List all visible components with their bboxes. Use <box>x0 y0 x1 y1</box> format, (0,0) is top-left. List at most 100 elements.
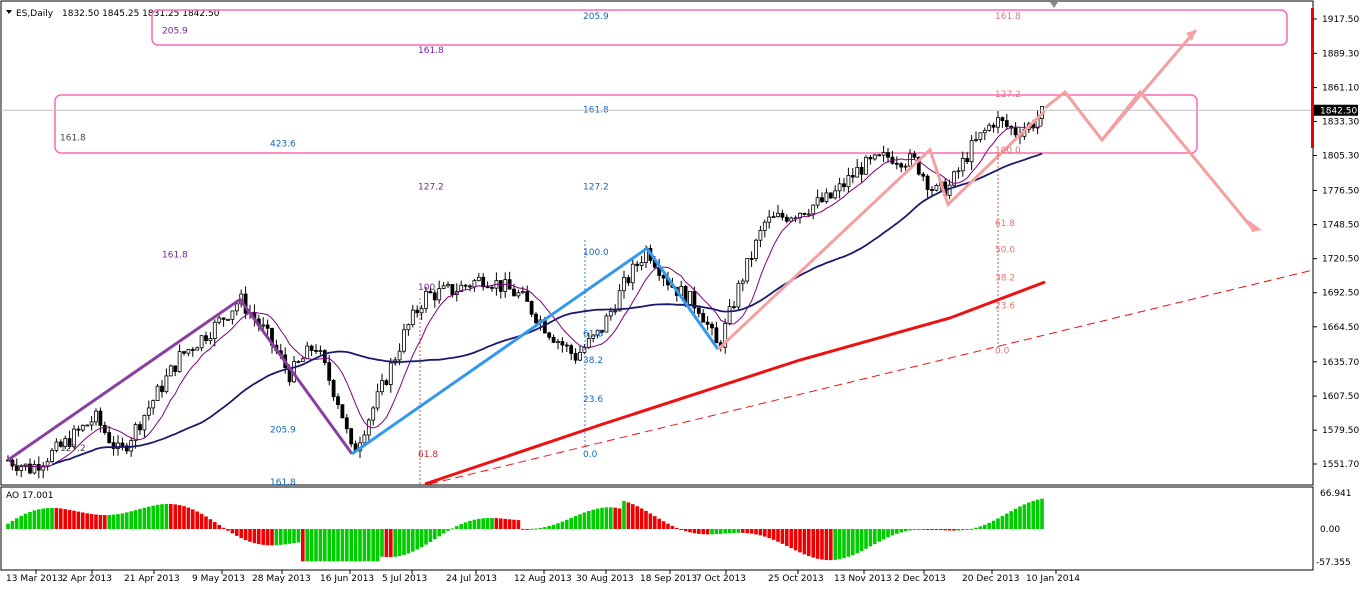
ao-bar-down <box>829 529 833 561</box>
ao-bar-up <box>859 529 864 552</box>
fibo-label: 38.2 <box>995 274 1015 284</box>
ao-bar-down <box>503 518 507 529</box>
ao-bar-up <box>19 515 23 529</box>
ao-bar-up <box>402 529 406 555</box>
ao-bar-up <box>336 529 340 562</box>
candle-bear <box>14 465 19 471</box>
ao-bar-up <box>565 519 569 529</box>
candle-bull <box>186 349 191 354</box>
ao-bar-up <box>1031 500 1035 529</box>
candle-bear <box>635 263 640 266</box>
chart-ohlc: 1832.50 1845.25 1831.25 1842.50 <box>62 9 220 19</box>
candle-bull <box>864 156 868 175</box>
candle-bull <box>217 317 222 323</box>
ao-bar-down <box>802 529 807 555</box>
moving-averages <box>7 125 1043 468</box>
ao-bar-down <box>257 529 261 545</box>
candle-bear <box>124 445 129 452</box>
candle-bull <box>300 358 305 362</box>
ao-bar-up <box>23 513 28 529</box>
ao-bar-down <box>186 507 191 529</box>
ao-bar-up <box>534 528 538 530</box>
ao-bar-up <box>578 514 582 529</box>
ao-label: AO 17.001 <box>6 491 53 501</box>
ao-histogram <box>6 498 1044 562</box>
candle-bull <box>982 130 987 134</box>
ao-bar-up <box>1013 508 1018 529</box>
ao-bar-up <box>274 529 279 546</box>
candle-bear <box>529 301 534 315</box>
price-tick-label: 1692.50 <box>1322 289 1359 299</box>
candle-bull <box>212 321 217 339</box>
ao-bar-up <box>604 507 609 529</box>
candle-bull <box>872 154 877 160</box>
candle-bull <box>815 197 820 206</box>
candle-bull <box>437 288 442 301</box>
ao-bar-down <box>103 515 107 529</box>
time-tick-label: 21 Apr 2013 <box>124 574 180 584</box>
ao-bar-down <box>261 529 265 545</box>
candle-bull <box>503 279 508 292</box>
ao-bar-down <box>67 509 72 529</box>
ao-bar-up <box>133 510 138 529</box>
candle-bull <box>987 124 992 131</box>
candle-bear <box>1000 117 1005 122</box>
candle-bear <box>842 183 846 188</box>
shift-marker-icon[interactable] <box>1050 2 1058 8</box>
ao-bar-up <box>419 529 424 548</box>
time-tick-label: 20 Dec 2013 <box>962 574 1020 584</box>
candle-bear <box>349 428 354 445</box>
ao-bar-up <box>415 529 419 550</box>
ao-bar-down <box>824 529 829 561</box>
ao-bar-up <box>353 529 358 562</box>
candle-bear <box>28 463 32 474</box>
candle-bull <box>613 310 618 313</box>
ao-bar-down <box>512 519 516 529</box>
ao-bar-down <box>173 504 177 529</box>
candle-bear <box>111 442 116 449</box>
candle-bull <box>855 166 860 178</box>
ao-bar-up <box>969 528 974 530</box>
ao-bar-down <box>617 508 622 529</box>
ao-bar-up <box>309 529 314 562</box>
candle-bear <box>820 197 824 203</box>
ao-bar-down <box>657 518 661 529</box>
ao-bar-down <box>749 529 754 534</box>
ao-bar-up <box>917 529 921 530</box>
ao-bar-up <box>477 518 481 529</box>
price-tick-label: 1635.70 <box>1322 358 1359 368</box>
ma-slow-line <box>51 152 1043 466</box>
ao-bar-down <box>925 529 930 530</box>
ao-bar-up <box>908 529 912 531</box>
ao-bar-up <box>424 529 428 545</box>
ao-bar-up <box>587 510 591 529</box>
candle-bear <box>916 156 921 175</box>
ao-bar-down <box>692 529 697 534</box>
ao-bar-up <box>41 508 45 529</box>
ao-bar-down <box>230 529 235 534</box>
ao-bar-down <box>243 529 248 541</box>
main-pane[interactable] <box>0 0 1314 486</box>
candle-bull <box>837 183 842 192</box>
chart-menu-icon[interactable] <box>6 10 12 14</box>
ao-bar-up <box>547 526 551 529</box>
ao-bar-up <box>147 506 151 529</box>
candle-bull <box>234 303 239 312</box>
ao-bar-up <box>459 524 463 529</box>
ao-bar-up <box>886 529 890 538</box>
ao-bar-down <box>767 529 771 539</box>
time-tick-label: 13 Nov 2013 <box>834 574 892 584</box>
ao-bar-up <box>6 523 10 529</box>
candle-bear <box>485 286 490 289</box>
candle-bear <box>58 441 63 447</box>
time-tick-label: 16 Jun 2013 <box>320 574 374 584</box>
ao-bar-up <box>314 529 318 562</box>
time-tick-label: 7 Oct 2013 <box>696 574 746 584</box>
candle-bear <box>432 292 437 301</box>
candle-bull <box>318 350 323 353</box>
candle-bear <box>780 212 785 218</box>
time-tick-label: 2 Apr 2013 <box>62 574 112 584</box>
fibo-label: 50.0 <box>995 246 1015 256</box>
